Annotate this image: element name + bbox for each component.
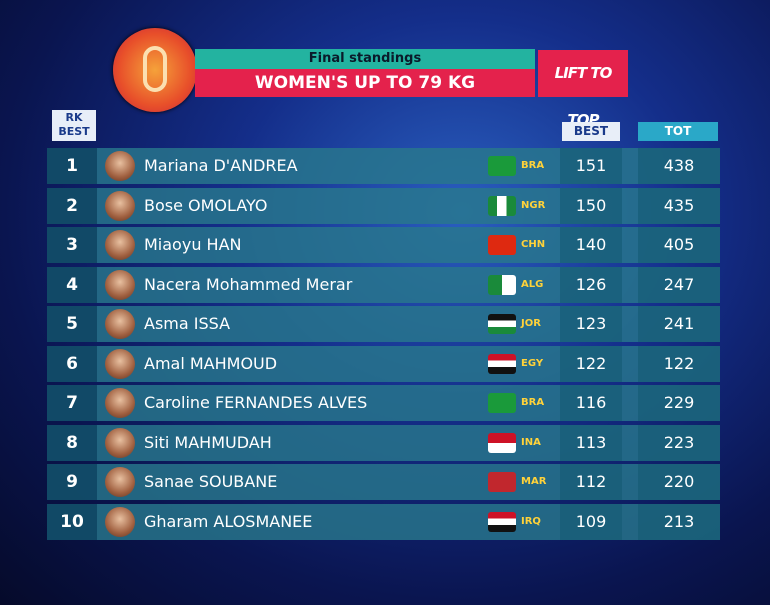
total: 213	[638, 503, 720, 540]
athlete-photo	[105, 467, 135, 497]
rank-header: RK BEST	[52, 110, 96, 141]
rank-header-line: BEST	[58, 125, 90, 138]
total: 220	[638, 464, 720, 500]
athlete-photo	[105, 309, 135, 339]
total: 405	[638, 227, 720, 263]
standing-row: 1 Mariana D'ANDREA BRA 151 438	[47, 148, 720, 184]
rank: 8	[47, 424, 97, 461]
flag	[488, 195, 516, 216]
total: 122	[638, 345, 720, 382]
standing-row: 5 Asma ISSA JOR 123 241	[47, 306, 720, 342]
flag	[488, 156, 516, 176]
flag	[488, 235, 516, 255]
best-lift: 113	[560, 424, 622, 461]
athlete-photo	[105, 388, 135, 418]
athlete-name: Nacera Mohammed Merar	[144, 274, 353, 294]
total: 247	[638, 266, 720, 303]
athlete-name: Bose OMOLAYO	[144, 195, 268, 215]
standing-row: 9 Sanae SOUBANE MAR 112 220	[47, 464, 720, 500]
flag	[488, 472, 516, 492]
country-code: BRA	[521, 160, 545, 171]
standing-row: 7 Caroline FERNANDES ALVES BRA 116 229	[47, 385, 720, 421]
flag	[488, 314, 516, 334]
rank: 10	[47, 503, 97, 540]
flag	[488, 511, 516, 532]
total: 229	[638, 385, 720, 421]
flag	[488, 353, 516, 374]
total: 241	[638, 306, 720, 342]
rank: 1	[47, 148, 97, 184]
brand-logo: LIFT TO TOP	[538, 50, 628, 129]
country-code: INA	[521, 436, 541, 448]
total: 438	[638, 148, 720, 184]
athlete-name: Sanae SOUBANE	[144, 472, 278, 491]
standing-row: 2 Bose OMOLAYO NGR 150 435	[47, 187, 720, 224]
country-code: CHN	[521, 239, 546, 250]
total-header: TOT	[638, 122, 718, 141]
athlete-photo	[105, 269, 135, 300]
rank: 9	[47, 464, 97, 500]
country-code: IRQ	[521, 515, 541, 527]
country-code: NGR	[521, 199, 546, 211]
total: 435	[638, 187, 720, 224]
rank-header-line: RK	[65, 111, 83, 124]
athlete-name: Amal MAHMOUD	[144, 353, 278, 373]
country-code: MAR	[521, 476, 547, 487]
athlete-photo	[105, 230, 135, 260]
country-code: JOR	[521, 318, 541, 329]
subtitle: WOMEN'S UP TO 79 KG	[195, 69, 535, 97]
best-lift: 109	[560, 503, 622, 540]
best-lift: 151	[560, 148, 622, 184]
best-lift: 112	[560, 464, 622, 500]
best-lift: 140	[560, 227, 622, 263]
total: 223	[638, 424, 720, 461]
athlete-photo	[105, 427, 135, 458]
best-lift: 123	[560, 306, 622, 342]
rank: 2	[47, 187, 97, 224]
athlete-photo	[105, 190, 135, 221]
rank: 3	[47, 227, 97, 263]
standing-row: 4 Nacera Mohammed Merar ALG 126 247	[47, 266, 720, 303]
event-logo	[113, 28, 197, 112]
athlete-name: Asma ISSA	[144, 314, 231, 333]
athlete-name: Miaoyu HAN	[144, 235, 242, 254]
best-lift: 126	[560, 266, 622, 303]
best-lift: 116	[560, 385, 622, 421]
title: Final standings	[195, 49, 535, 69]
standing-row: 3 Miaoyu HAN CHN 140 405	[47, 227, 720, 263]
rank: 7	[47, 385, 97, 421]
country-code: EGY	[521, 357, 544, 369]
best-header: BEST	[562, 122, 620, 141]
best-lift: 122	[560, 345, 622, 382]
athlete-name: Siti MAHMUDAH	[144, 432, 272, 452]
athlete-photo	[105, 151, 135, 181]
standing-row: 6 Amal MAHMOUD EGY 122 122	[47, 345, 720, 382]
flag	[488, 393, 516, 413]
country-code: ALG	[521, 278, 544, 290]
country-code: BRA	[521, 397, 545, 408]
standing-row: 8 Siti MAHMUDAH INA 113 223	[47, 424, 720, 461]
athlete-name: Caroline FERNANDES ALVES	[144, 393, 368, 412]
athlete-photo	[105, 506, 135, 537]
rank: 5	[47, 306, 97, 342]
rank: 4	[47, 266, 97, 303]
athlete-name: Gharam ALOSMANEE	[144, 511, 313, 531]
flag	[488, 432, 516, 453]
athlete-name: Mariana D'ANDREA	[144, 156, 298, 175]
standing-row: 10 Gharam ALOSMANEE IRQ 109 213	[47, 503, 720, 540]
flag	[488, 274, 516, 295]
best-lift: 150	[560, 187, 622, 224]
athlete-photo	[105, 348, 135, 379]
rank: 6	[47, 345, 97, 382]
